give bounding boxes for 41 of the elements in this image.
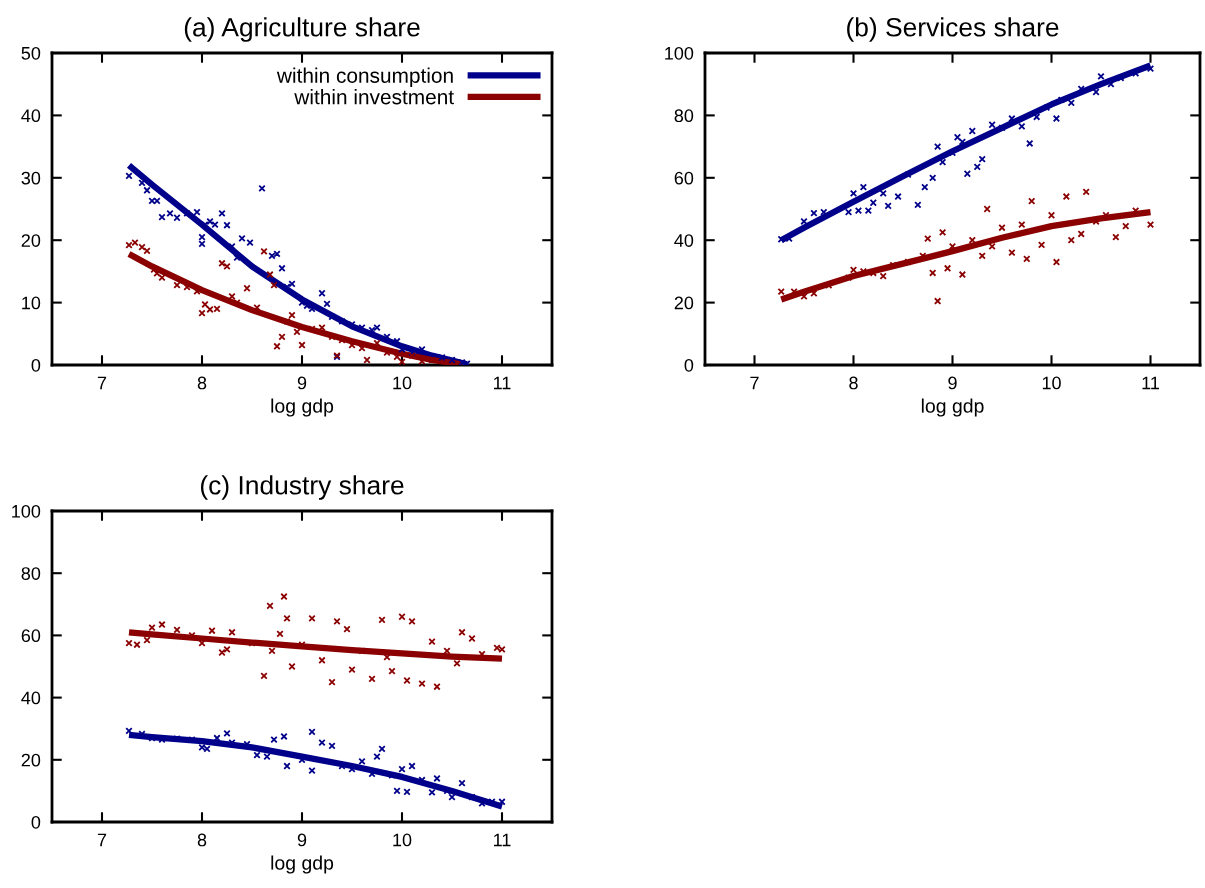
x-tick-label: 10 (393, 833, 412, 847)
y-tick-label: 40 (21, 109, 41, 123)
y-tick-label: 20 (21, 753, 41, 767)
x-axis-title: log gdp (921, 398, 984, 417)
x-tick-label: 11 (494, 376, 511, 390)
y-tick-label: 100 (12, 504, 41, 518)
x-axis-title: log gdp (271, 398, 334, 417)
y-tick-label: 40 (21, 691, 41, 705)
x-tick-label: 7 (97, 833, 107, 847)
legend-label: within consumption (276, 67, 453, 87)
y-tick-label: 20 (674, 296, 694, 310)
chart-title: (a) Agriculture share (184, 17, 420, 42)
y-tick-label: 100 (665, 46, 694, 60)
x-tick-label: 9 (948, 376, 957, 390)
y-tick-label: 50 (21, 46, 41, 60)
x-tick-label: 11 (494, 833, 511, 847)
y-tick-label: 40 (674, 234, 694, 247)
x-tick-label: 9 (297, 833, 307, 847)
y-tick-label: 0 (684, 358, 694, 372)
y-tick-label: 10 (22, 296, 41, 310)
x-tick-label: 10 (1042, 376, 1061, 390)
x-tick-label: 7 (97, 376, 107, 390)
chart-title: (b) Services share (847, 17, 1059, 42)
legend-label: within investment (294, 89, 454, 105)
x-axis-title: log gdp (271, 855, 334, 874)
x-tick-label: 8 (197, 376, 207, 390)
y-tick-label: 80 (21, 567, 41, 580)
y-tick-label: 60 (21, 629, 41, 643)
x-tick-label: 7 (750, 376, 759, 390)
y-tick-label: 60 (674, 171, 694, 185)
y-tick-label: 0 (31, 358, 41, 372)
x-tick-label: 8 (197, 833, 207, 847)
x-tick-label: 8 (849, 376, 858, 390)
y-tick-label: 30 (21, 171, 41, 185)
y-tick-label: 0 (31, 815, 41, 829)
x-tick-label: 11 (1142, 376, 1159, 390)
x-tick-label: 10 (393, 376, 412, 390)
x-tick-label: 9 (297, 376, 307, 390)
y-tick-label: 20 (21, 234, 41, 247)
chart-title: (c) Industry share (200, 475, 404, 500)
y-tick-label: 80 (674, 109, 694, 123)
